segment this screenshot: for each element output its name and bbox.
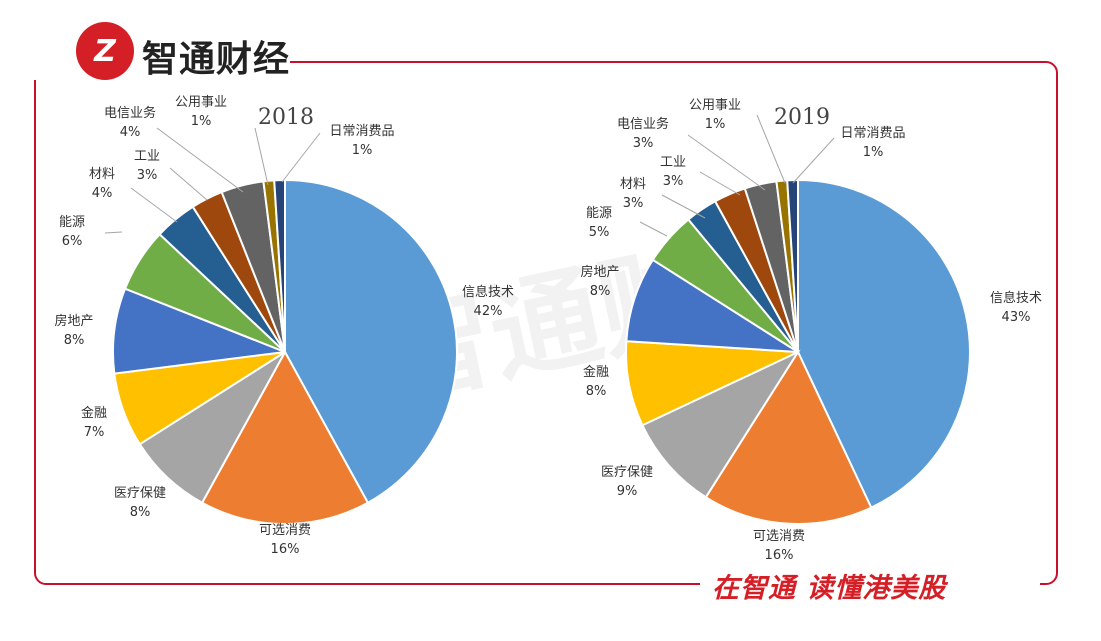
leader-line <box>756 114 786 184</box>
leader-line <box>156 127 244 193</box>
slice-percent: 42% <box>474 304 503 319</box>
slice-label: 房地产 <box>580 264 619 280</box>
pie-chart-2018: 2018 信息技术 42% 可选消费 16% 医疗保健 8% 金融 7% 房地产 8% 能源 6% 材料 4… <box>54 95 514 557</box>
slice-percent: 1% <box>191 114 212 129</box>
slice-label: 医疗保健 <box>114 486 166 501</box>
slice-label: 工业 <box>660 155 686 170</box>
leader-line <box>699 171 741 196</box>
slice-percent: 5% <box>589 225 610 240</box>
slice-label: 日常消费品 <box>329 124 394 139</box>
leader-line <box>639 221 668 237</box>
pie-slice <box>200 349 370 525</box>
brand-logo-icon: Z <box>76 22 134 80</box>
slice-percent: 3% <box>663 174 684 189</box>
leader-line <box>687 134 766 191</box>
slice-percent: 8% <box>64 333 85 348</box>
brand-slogan: 在智通 读懂港美股 <box>712 573 947 604</box>
chart-title: 2018 <box>258 105 314 130</box>
slice-label: 公用事业 <box>175 95 227 110</box>
slice-percent: 3% <box>137 168 158 183</box>
slice-label: 信息技术 <box>990 290 1042 306</box>
slice-label: 公用事业 <box>689 98 741 113</box>
slice-percent: 1% <box>863 145 884 160</box>
slice-percent: 1% <box>705 117 726 132</box>
slice-percent: 8% <box>586 384 607 399</box>
chart-frame <box>34 61 1058 585</box>
slice-label: 能源 <box>586 206 612 221</box>
leader-line <box>254 127 269 186</box>
slice-percent: 4% <box>92 186 113 201</box>
slice-label: 可选消费 <box>259 523 311 538</box>
slice-label: 材料 <box>89 167 115 182</box>
slice-label: 医疗保健 <box>601 465 653 480</box>
slice-label: 材料 <box>620 177 646 192</box>
slice-percent: 4% <box>120 125 141 140</box>
slice-percent: 16% <box>271 542 300 557</box>
brand-name: 智通财经 <box>142 39 291 80</box>
slice-percent: 3% <box>633 136 654 151</box>
slice-percent: 43% <box>1002 310 1031 325</box>
slice-label: 电信业务 <box>617 116 669 132</box>
slice-percent: 8% <box>590 284 611 299</box>
leader-line <box>281 132 321 183</box>
slice-label: 房地产 <box>54 313 93 329</box>
slice-percent: 6% <box>62 234 83 249</box>
slice-label: 金融 <box>81 405 107 421</box>
slice-percent: 3% <box>623 196 644 211</box>
leader-line <box>169 167 208 201</box>
pie-slice <box>284 178 458 505</box>
slice-label: 金融 <box>583 364 609 380</box>
slice-label: 能源 <box>59 215 85 230</box>
slice-label: 电信业务 <box>104 105 156 121</box>
pie-slice <box>641 349 801 499</box>
slice-percent: 8% <box>130 505 151 520</box>
chart-title: 2019 <box>774 105 830 130</box>
slice-label: 日常消费品 <box>840 126 905 141</box>
slice-label: 信息技术 <box>462 284 514 300</box>
slice-percent: 7% <box>84 425 105 440</box>
leader-line <box>104 231 123 234</box>
pie-slice <box>273 178 286 353</box>
leader-line <box>130 187 178 223</box>
leader-line <box>792 137 835 184</box>
slice-label: 可选消费 <box>753 529 805 544</box>
frame-gap-top <box>30 40 290 80</box>
pie-slice <box>786 178 799 353</box>
pie-slice <box>797 178 971 509</box>
leader-line <box>661 194 706 219</box>
slice-label: 工业 <box>134 149 160 164</box>
frame-gap-bottom <box>700 565 1040 605</box>
pie-chart-2019: 2019 信息技术 43% 可选消费 16% 医疗保健 9% 金融 8% 房地产 8% 能源 5% 材料 3… <box>580 98 1042 563</box>
pie-slice <box>704 349 873 525</box>
slice-percent: 9% <box>617 484 638 499</box>
slice-percent: 1% <box>352 143 373 158</box>
slice-percent: 16% <box>765 548 794 563</box>
